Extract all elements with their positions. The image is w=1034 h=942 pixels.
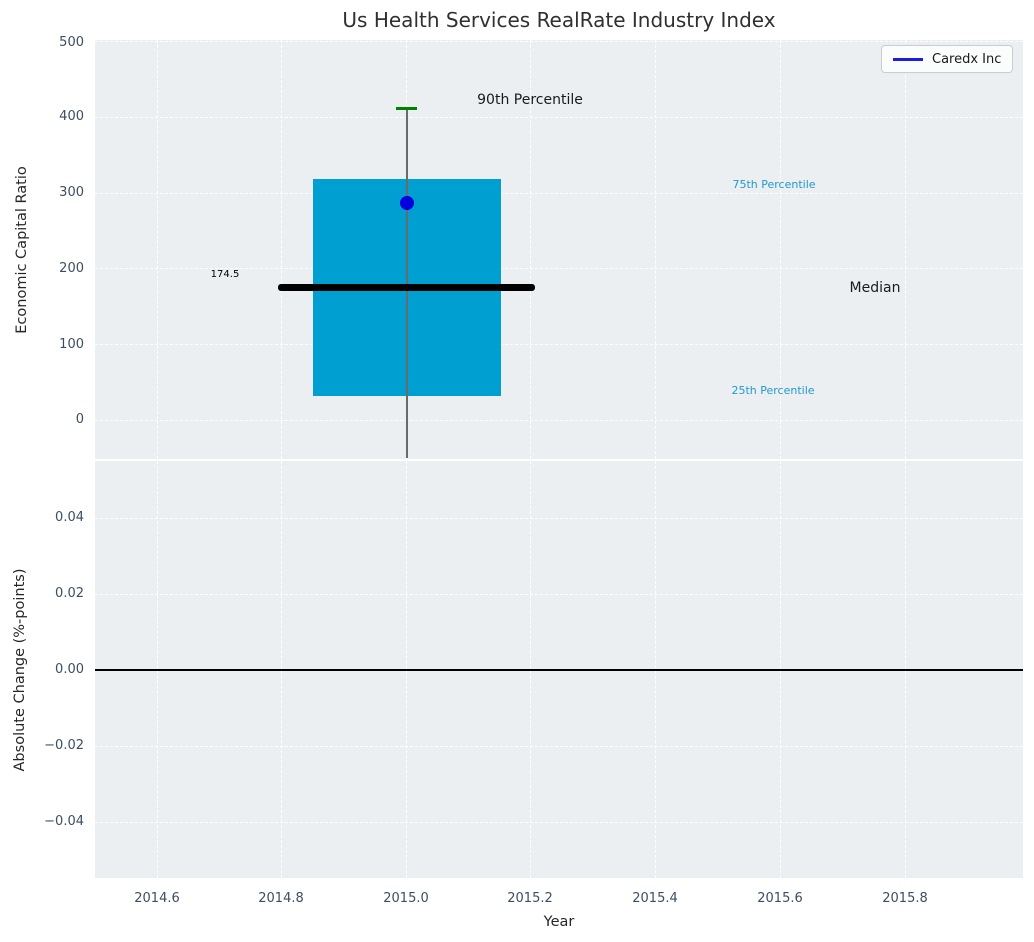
xtick-label: 2015.8 <box>882 891 928 906</box>
x-axis-label: Year <box>543 914 575 930</box>
gridline-vertical <box>780 40 781 459</box>
p25-annotation: 25th Percentile <box>731 384 815 397</box>
ytick-label: 0 <box>75 412 84 427</box>
ytick-label: 0.02 <box>55 586 84 601</box>
gridline-horizontal <box>95 41 1023 42</box>
ytick-label: 100 <box>59 337 84 352</box>
gridline-horizontal <box>95 420 1023 421</box>
xtick-label: 2014.6 <box>134 891 180 906</box>
gridline-horizontal <box>95 746 1023 747</box>
gridline-vertical <box>905 40 906 459</box>
legend-label: Caredx Inc <box>932 51 1002 67</box>
ytick-label: 500 <box>59 35 84 50</box>
ytick-label: −0.02 <box>44 738 84 753</box>
gridline-vertical <box>157 40 158 459</box>
gridline-vertical <box>655 40 656 459</box>
top-y-axis-label: Economic Capital Ratio <box>14 166 30 334</box>
bottom-axes <box>95 461 1023 878</box>
legend: Caredx Inc <box>881 45 1014 73</box>
gridline-horizontal <box>95 344 1023 345</box>
ytick-label: −0.04 <box>44 814 84 829</box>
legend-line-sample <box>893 57 923 61</box>
ytick-label: 300 <box>59 185 84 200</box>
median-value-label: 174.5 <box>210 269 240 280</box>
p75-annotation: 75th Percentile <box>732 178 816 191</box>
zero-baseline <box>95 669 1023 671</box>
ytick-label: 0.00 <box>55 662 84 677</box>
p90-whisker-cap <box>396 107 417 110</box>
median-line <box>278 284 535 291</box>
top-axes: 174.5 90th Percentile 75th Percentile Me… <box>95 40 1023 459</box>
gridline-horizontal <box>95 594 1023 595</box>
p90-annotation: 90th Percentile <box>477 92 583 108</box>
caredx-data-point <box>400 196 414 210</box>
whisker-line <box>406 108 408 458</box>
gridline-horizontal <box>95 822 1023 823</box>
bottom-y-axis-label: Absolute Change (%-points) <box>12 568 28 772</box>
xtick-label: 2014.8 <box>258 891 304 906</box>
ytick-label: 400 <box>59 109 84 124</box>
median-annotation: Median <box>849 280 901 296</box>
gridline-horizontal <box>95 193 1023 194</box>
gridline-vertical <box>530 40 531 459</box>
gridline-horizontal <box>95 117 1023 118</box>
xtick-label: 2015.2 <box>507 891 553 906</box>
gridline-horizontal <box>95 268 1023 269</box>
xtick-label: 2015.6 <box>757 891 803 906</box>
xtick-label: 2015.4 <box>632 891 678 906</box>
xtick-label: 2015.0 <box>383 891 429 906</box>
ytick-label: 200 <box>59 261 84 276</box>
ytick-label: 0.04 <box>55 510 84 525</box>
gridline-horizontal <box>95 518 1023 519</box>
gridline-vertical <box>281 40 282 459</box>
chart-title: Us Health Services RealRate Industry Ind… <box>342 8 776 32</box>
